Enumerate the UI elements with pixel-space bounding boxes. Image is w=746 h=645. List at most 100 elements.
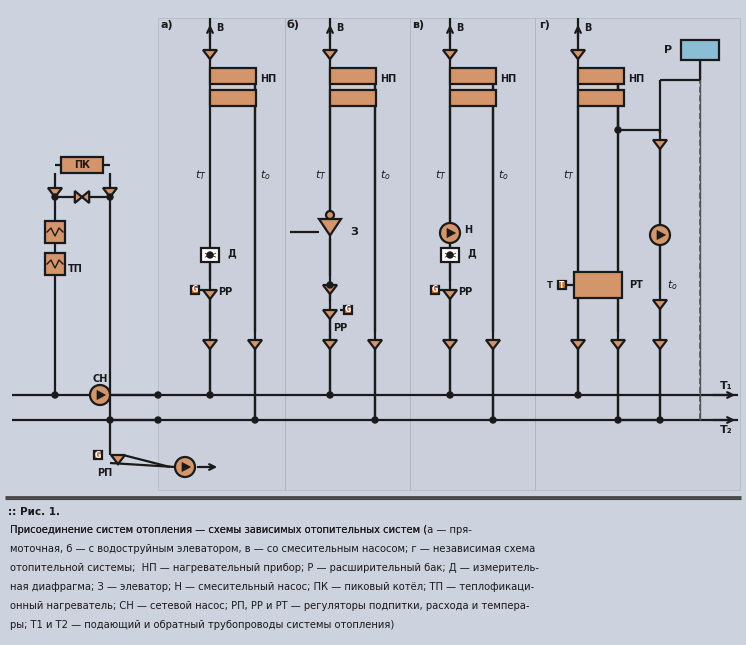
Text: G: G — [95, 450, 101, 459]
Polygon shape — [611, 340, 625, 349]
Polygon shape — [653, 340, 667, 349]
Text: G: G — [345, 306, 351, 315]
Text: ТП: ТП — [68, 264, 83, 274]
Text: $t_o$: $t_o$ — [498, 168, 508, 182]
Polygon shape — [82, 191, 90, 203]
Text: Присоединение систем отопления — схемы зависимых отопительных систем (а — пря-: Присоединение систем отопления — схемы з… — [10, 525, 472, 535]
Polygon shape — [443, 340, 457, 349]
Polygon shape — [323, 340, 337, 349]
FancyBboxPatch shape — [158, 18, 285, 490]
FancyBboxPatch shape — [431, 286, 439, 294]
Polygon shape — [571, 50, 585, 59]
Polygon shape — [203, 50, 217, 59]
Circle shape — [207, 252, 213, 258]
Circle shape — [52, 194, 58, 200]
Text: ><: >< — [203, 250, 217, 259]
Circle shape — [327, 282, 333, 288]
FancyBboxPatch shape — [285, 18, 410, 490]
FancyBboxPatch shape — [450, 90, 496, 106]
Circle shape — [447, 252, 453, 258]
FancyBboxPatch shape — [535, 18, 740, 490]
Text: Д: Д — [228, 248, 236, 258]
Text: НП: НП — [500, 74, 516, 84]
Text: РР: РР — [458, 287, 472, 297]
Text: НП: НП — [260, 74, 276, 84]
Circle shape — [490, 417, 496, 423]
Text: Н: Н — [464, 225, 472, 235]
FancyBboxPatch shape — [574, 272, 622, 298]
Circle shape — [575, 392, 581, 398]
FancyBboxPatch shape — [201, 248, 219, 262]
FancyBboxPatch shape — [681, 40, 719, 60]
Polygon shape — [103, 188, 117, 197]
Text: T₁: T₁ — [720, 381, 733, 391]
Circle shape — [615, 417, 621, 423]
Text: моточная, б — с водоструйным элеватором, в — со смесительным насосом; г — незави: моточная, б — с водоструйным элеватором,… — [10, 544, 535, 554]
Text: РР: РР — [218, 287, 232, 297]
Circle shape — [440, 223, 460, 243]
Text: Т: Т — [560, 281, 565, 290]
Text: НП: НП — [628, 74, 644, 84]
Text: В: В — [457, 23, 464, 33]
Polygon shape — [319, 219, 341, 235]
FancyBboxPatch shape — [191, 286, 199, 294]
Text: а): а) — [160, 20, 173, 30]
Circle shape — [155, 392, 161, 398]
FancyBboxPatch shape — [210, 90, 256, 106]
Text: В: В — [336, 23, 344, 33]
Polygon shape — [75, 191, 82, 203]
Text: ПК: ПК — [74, 160, 90, 170]
FancyBboxPatch shape — [330, 90, 376, 106]
Circle shape — [447, 392, 453, 398]
Text: $t_Т$: $t_Т$ — [563, 168, 575, 182]
Polygon shape — [443, 50, 457, 59]
Text: отопительной системы;  НП — нагревательный прибор; Р — расширительный бак; Д — и: отопительной системы; НП — нагревательны… — [10, 563, 539, 573]
Polygon shape — [182, 462, 190, 471]
Polygon shape — [486, 340, 500, 349]
Text: ры; Т1 и Т2 — подающий и обратный трубопроводы системы отопления): ры; Т1 и Т2 — подающий и обратный трубоп… — [10, 620, 394, 630]
Polygon shape — [248, 340, 262, 349]
Circle shape — [90, 385, 110, 405]
Circle shape — [175, 457, 195, 477]
FancyBboxPatch shape — [330, 68, 376, 84]
Text: Присоединение систем отопления — схемы зависимых отопительных систем (: Присоединение систем отопления — схемы з… — [10, 525, 427, 535]
Polygon shape — [653, 140, 667, 149]
FancyBboxPatch shape — [210, 68, 256, 84]
FancyBboxPatch shape — [441, 248, 459, 262]
Circle shape — [155, 417, 161, 423]
Text: T₂: T₂ — [720, 425, 733, 435]
Circle shape — [207, 392, 213, 398]
Text: б): б) — [286, 20, 299, 30]
Text: $t_o$: $t_o$ — [260, 168, 270, 182]
FancyBboxPatch shape — [410, 18, 535, 490]
Text: ><: >< — [443, 250, 457, 259]
Polygon shape — [323, 50, 337, 59]
Polygon shape — [323, 310, 337, 319]
Text: в): в) — [412, 20, 424, 30]
Text: G: G — [192, 286, 198, 295]
Text: $t_o$: $t_o$ — [667, 278, 677, 292]
Polygon shape — [653, 300, 667, 309]
Polygon shape — [203, 340, 217, 349]
Text: Т: Т — [547, 281, 553, 290]
Text: $t_Т$: $t_Т$ — [195, 168, 207, 182]
Text: НП: НП — [380, 74, 396, 84]
Circle shape — [650, 225, 670, 245]
Text: Р: Р — [664, 45, 672, 55]
FancyBboxPatch shape — [578, 90, 624, 106]
Polygon shape — [111, 455, 125, 464]
Text: РР: РР — [333, 323, 347, 333]
Text: $t_Т$: $t_Т$ — [435, 168, 447, 182]
Polygon shape — [443, 290, 457, 299]
Text: В: В — [216, 23, 224, 33]
Polygon shape — [657, 230, 665, 239]
Text: РП: РП — [98, 468, 113, 478]
Text: З: З — [350, 227, 358, 237]
Circle shape — [107, 194, 113, 200]
FancyBboxPatch shape — [61, 157, 103, 173]
Text: г): г) — [539, 20, 551, 30]
Text: G: G — [432, 286, 438, 295]
FancyBboxPatch shape — [45, 253, 65, 275]
Polygon shape — [97, 390, 105, 399]
Circle shape — [372, 417, 378, 423]
